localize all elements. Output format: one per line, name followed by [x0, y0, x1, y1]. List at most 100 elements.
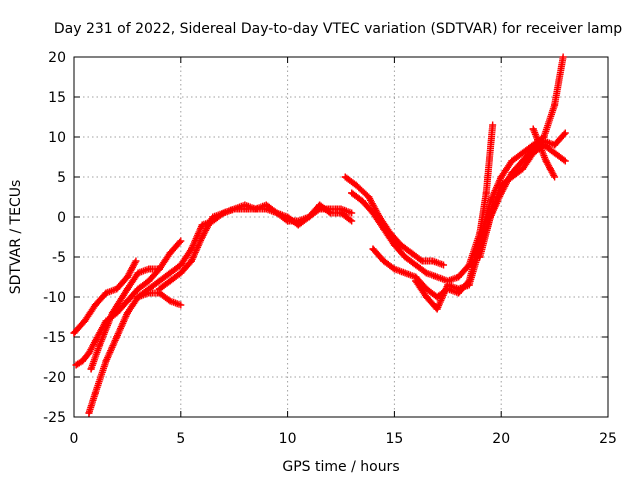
data-point: [551, 173, 559, 181]
data-point: [433, 305, 441, 313]
data-point: [145, 285, 153, 293]
data-point: [70, 329, 78, 337]
data-point: [369, 245, 377, 253]
data-point: [444, 281, 452, 289]
series-layer: [70, 53, 569, 417]
data-point: [519, 149, 527, 157]
data-point: [145, 277, 153, 285]
data-point: [418, 257, 426, 265]
data-point: [337, 209, 345, 217]
data-point: [401, 269, 409, 277]
data-point: [380, 257, 388, 265]
data-point: [134, 269, 142, 277]
data-point: [96, 341, 104, 349]
grid-lines: [74, 57, 608, 417]
data-point: [551, 141, 559, 149]
data-point: [72, 361, 80, 369]
data-point: [561, 129, 569, 137]
data-point: [145, 265, 153, 273]
data-point: [166, 249, 174, 257]
y-tick-label: 0: [57, 210, 66, 226]
data-point: [198, 233, 206, 241]
data-point: [454, 285, 462, 293]
data-point: [508, 173, 516, 181]
data-point: [529, 125, 537, 133]
data-point: [273, 209, 281, 217]
y-tick-label: 15: [48, 90, 66, 106]
data-point: [559, 53, 567, 61]
data-point: [422, 269, 430, 277]
y-tick-label: -10: [43, 290, 66, 306]
data-point: [390, 241, 398, 249]
data-point: [155, 285, 163, 293]
data-point: [284, 213, 292, 221]
data-point: [166, 269, 174, 277]
data-point: [380, 225, 388, 233]
y-tick-label: -20: [43, 370, 66, 386]
data-point: [561, 157, 569, 165]
data-point: [358, 197, 366, 205]
data-point: [536, 141, 544, 149]
data-point: [85, 349, 93, 357]
data-point: [401, 253, 409, 261]
data-point: [422, 293, 430, 301]
data-point: [489, 121, 497, 129]
x-tick-label: 25: [599, 431, 617, 447]
data-point: [316, 201, 324, 209]
y-tick-label: -25: [43, 410, 66, 426]
data-point: [454, 273, 462, 281]
data-point: [81, 317, 89, 325]
y-tick-labels: 20 15 10 5 0 -5 -10 -15 -20 -25: [43, 50, 66, 426]
series-arc-6: [155, 201, 356, 293]
x-tick-label: 20: [492, 431, 510, 447]
x-tick-label: 15: [385, 431, 403, 447]
data-point: [365, 193, 373, 201]
series-arc-9: [369, 53, 567, 301]
x-tick-label: 0: [70, 431, 79, 447]
data-point: [177, 269, 185, 277]
data-point: [551, 101, 559, 109]
y-axis-label: SDTVAR / TECUs: [8, 180, 24, 295]
y-tick-label: 20: [48, 50, 66, 66]
data-point: [123, 309, 131, 317]
data-point: [476, 253, 484, 261]
x-tick-label: 5: [176, 431, 185, 447]
data-point: [198, 221, 206, 229]
data-point: [177, 261, 185, 269]
data-point: [412, 277, 420, 285]
data-point: [551, 149, 559, 157]
data-point: [465, 261, 473, 269]
y-tick-label: -15: [43, 330, 66, 346]
data-point: [487, 197, 495, 205]
data-point: [397, 241, 405, 249]
data-point: [123, 273, 131, 281]
data-point: [369, 209, 377, 217]
data-point: [230, 205, 238, 213]
data-point: [123, 297, 131, 305]
data-point: [262, 201, 270, 209]
series-marks: [155, 201, 354, 293]
plot-frame: [73, 56, 609, 418]
data-point: [390, 265, 398, 273]
data-point: [542, 157, 550, 165]
data-point: [87, 365, 95, 373]
x-axis-label: GPS time / hours: [282, 459, 399, 475]
data-point: [134, 285, 142, 293]
chart-title: Day 231 of 2022, Sidereal Day-to-day VTE…: [54, 21, 622, 37]
series-arc-11: [476, 141, 569, 261]
data-point: [113, 285, 121, 293]
data-point: [433, 273, 441, 281]
data-point: [166, 277, 174, 285]
data-point: [305, 213, 313, 221]
data-point: [352, 181, 360, 189]
y-tick-label: 5: [57, 170, 66, 186]
data-point: [85, 409, 93, 417]
data-point: [123, 285, 131, 293]
y-tick-label: 10: [48, 130, 66, 146]
x-tick-labels: 0 5 10 15 20 25: [70, 431, 617, 447]
data-point: [508, 157, 516, 165]
data-point: [348, 217, 356, 225]
data-point: [187, 257, 195, 265]
data-point: [294, 221, 302, 229]
